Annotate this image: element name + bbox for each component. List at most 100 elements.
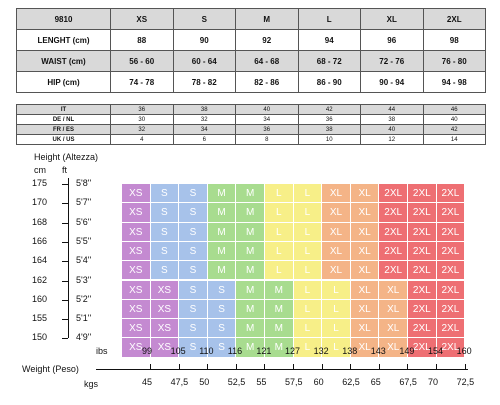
height-cm-label: 160: [32, 293, 48, 304]
size-cell-s: S: [179, 241, 208, 262]
size-cell-m: M: [236, 222, 265, 242]
size-cell-l: L: [293, 261, 323, 281]
height-unit-cm: cm: [34, 165, 46, 175]
height-cm-label: 150: [32, 332, 48, 343]
table-cell: 32: [172, 114, 236, 125]
hip-row: HIP (cm) 74 - 78 78 - 82 82 - 86 86 - 90…: [16, 71, 486, 93]
weight-lbs-label: 138: [342, 346, 358, 356]
conversion-row-de-nl: DE / NL 30 32 34 36 38 40: [16, 114, 486, 125]
row-label: WAIST (cm): [16, 50, 111, 72]
table-cell: 6: [172, 134, 236, 145]
size-header: L: [297, 8, 361, 30]
size-cell-2xl: 2XL: [436, 203, 466, 223]
height-ft-label: 5'7'': [76, 197, 92, 208]
size-cell-l: L: [293, 338, 323, 358]
size-cell-xl: XL: [379, 338, 408, 358]
size-cell-2xl: 2XL: [436, 241, 466, 262]
size-cell-xs: XS: [122, 261, 151, 281]
weight-axis-line: [96, 369, 468, 370]
size-cell-m: M: [236, 261, 265, 281]
height-axis-title: Height (Altezza): [34, 152, 99, 162]
size-cell-s: S: [207, 299, 237, 320]
weight-lbs-label: 116: [227, 346, 243, 356]
size-cell-xl: XL: [350, 241, 380, 262]
size-header: S: [172, 8, 236, 30]
waist-row: WAIST (cm) 56 - 60 60 - 64 64 - 68 68 - …: [16, 50, 486, 72]
size-cell-xl: XL: [379, 319, 408, 339]
table-cell: 64 - 68: [235, 50, 299, 72]
size-cell-xl: XL: [322, 203, 351, 223]
conversion-row-fr-es: FR / ES 32 34 36 38 40 42: [16, 124, 486, 135]
size-cell-s: S: [179, 280, 208, 300]
height-cm-label: 166: [32, 235, 48, 246]
size-cell-s: S: [179, 319, 208, 339]
size-cell-2xl: 2XL: [436, 299, 466, 320]
table-cell: 78 - 82: [172, 71, 236, 93]
table-cell: 40: [360, 124, 424, 135]
table-cell: 34: [172, 124, 236, 135]
height-ft-label: 5'5'': [76, 235, 92, 246]
table-cell: 94: [297, 29, 361, 51]
size-header: M: [235, 8, 299, 30]
size-cell-m: M: [265, 280, 294, 300]
height-ft-label: 5'1'': [76, 313, 92, 324]
weight-kg-label: 65: [370, 377, 381, 387]
country-label: DE / NL: [16, 114, 111, 125]
size-cell-2xl: 2XL: [408, 299, 437, 320]
table-cell: 40: [235, 104, 299, 115]
table-cell: 38: [360, 114, 424, 125]
table-cell: 30: [110, 114, 174, 125]
size-cell-xs: XS: [122, 184, 151, 204]
size-cell-m: M: [236, 280, 265, 300]
table-cell: 10: [297, 134, 361, 145]
size-cell-xs: XS: [122, 338, 151, 358]
weight-tick: [150, 364, 151, 369]
size-cell-2xl: 2XL: [379, 184, 408, 204]
size-cell-2xl: 2XL: [436, 222, 466, 242]
size-cell-xl: XL: [322, 222, 351, 242]
table-cell: 68 - 72: [297, 50, 361, 72]
table-cell: 4: [110, 134, 174, 145]
height-cm-label: 155: [32, 313, 48, 324]
height-cm-label: 168: [32, 216, 48, 227]
size-cell-m: M: [207, 203, 237, 223]
size-cell-s: S: [179, 184, 208, 204]
height-ft-label: 5'8'': [76, 178, 92, 188]
size-cell-2xl: 2XL: [408, 280, 437, 300]
size-cell-xl: XL: [379, 299, 408, 320]
size-cell-l: L: [322, 299, 351, 320]
size-cell-l: L: [293, 203, 323, 223]
height-tick: [62, 319, 68, 321]
size-cell-2xl: 2XL: [379, 241, 408, 262]
size-conversion-table: IT 36 38 40 42 44 46 DE / NL 30 32 34 36…: [16, 104, 486, 145]
size-cell-xs: XS: [122, 241, 151, 262]
row-label: LENGHT (cm): [16, 29, 111, 51]
table-cell: 42: [297, 104, 361, 115]
height-tick: [62, 203, 68, 205]
size-cell-s: S: [207, 338, 237, 358]
size-cell-xs: XS: [122, 299, 151, 320]
weight-lbs-label: 127: [285, 346, 301, 356]
weight-axis-title: Weight (Peso): [22, 364, 79, 374]
size-cell-2xl: 2XL: [436, 184, 466, 204]
table-cell: 76 - 80: [422, 50, 486, 72]
size-cell-l: L: [293, 319, 323, 339]
height-unit-ft: ft: [62, 165, 68, 175]
size-cell-s: S: [207, 319, 237, 339]
size-cell-xl: XL: [350, 203, 380, 223]
size-cell-xs: XS: [122, 280, 151, 300]
weight-lbs-label: 160: [456, 346, 472, 356]
size-cell-xl: XL: [350, 184, 380, 204]
table-cell: 36: [297, 114, 361, 125]
weight-tick: [264, 364, 266, 369]
size-cell-2xl: 2XL: [436, 280, 466, 300]
size-cell-xl: XL: [350, 299, 380, 320]
size-cell-l: L: [293, 222, 323, 242]
weight-kg-label: 70: [428, 377, 439, 387]
size-cell-xs: XS: [150, 280, 180, 300]
size-header-row: 9810 XS S M L XL 2XL: [16, 8, 486, 30]
weight-tick: [207, 364, 209, 369]
size-cell-xs: XS: [122, 203, 151, 223]
size-cell-xs: XS: [150, 319, 180, 339]
size-cell-xl: XL: [350, 222, 380, 242]
